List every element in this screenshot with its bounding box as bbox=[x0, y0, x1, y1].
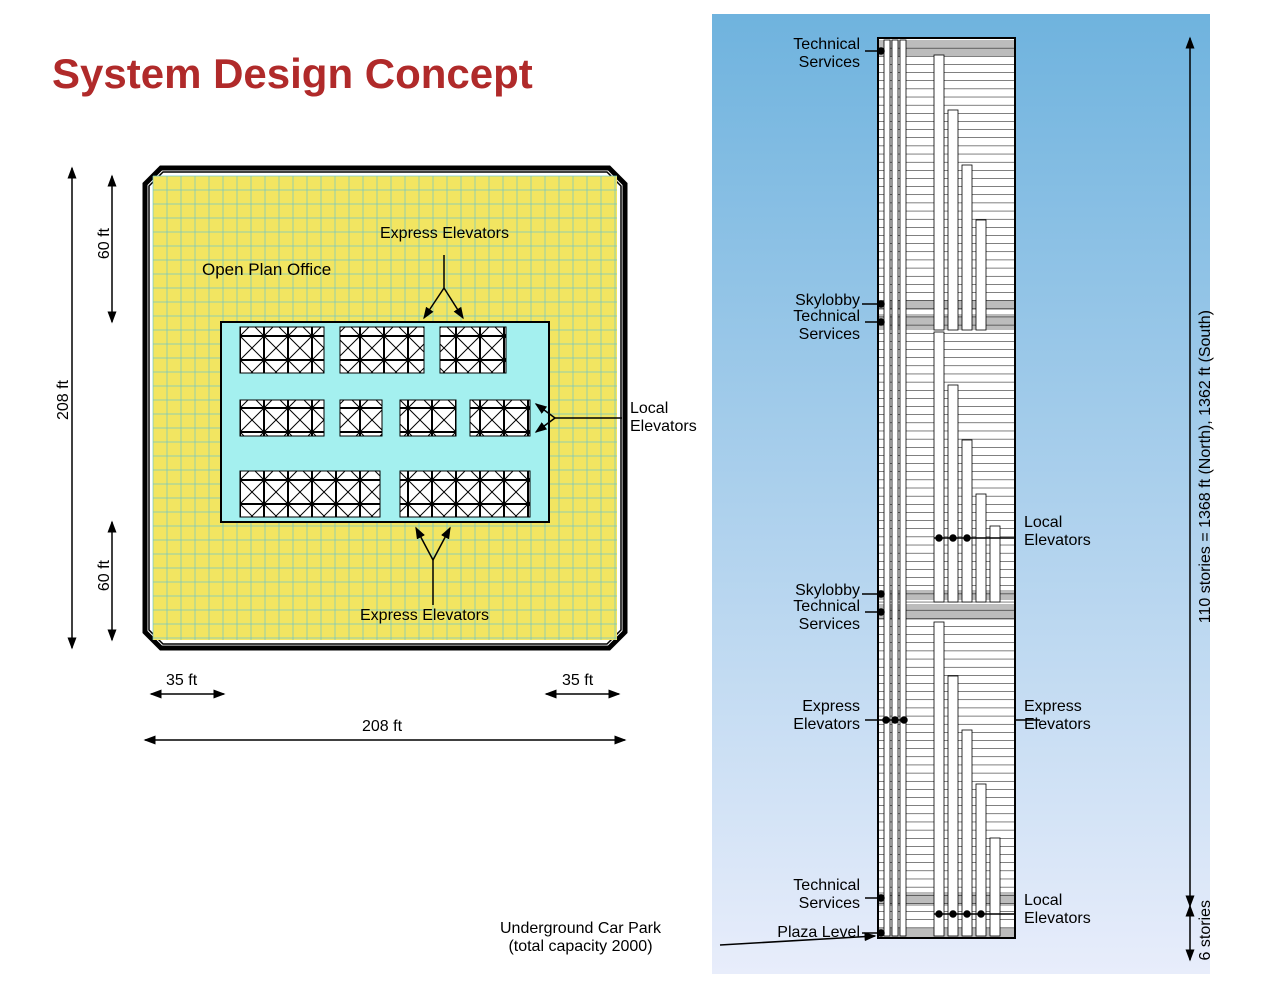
height-label: 110 stories = 1368 ft (North), 1362 ft (… bbox=[1197, 310, 1215, 623]
express-bottom-label: Express Elevators bbox=[360, 607, 489, 625]
car-park-label: Underground Car Park (total capacity 200… bbox=[500, 920, 661, 956]
dim-left-60b: 60 ft bbox=[96, 560, 114, 591]
car-park-line1: Underground Car Park bbox=[500, 920, 661, 938]
express-top-label: Express Elevators bbox=[380, 225, 509, 243]
elev-left-label: Plaza Level bbox=[720, 924, 860, 942]
dim-bottom-208: 208 ft bbox=[362, 718, 402, 736]
elev-left-label: Technical Services bbox=[720, 36, 860, 72]
car-park-line2: (total capacity 2000) bbox=[500, 938, 661, 956]
local-right-label: Local Elevators bbox=[630, 400, 697, 436]
elevation-svg bbox=[0, 0, 1266, 987]
dim-left-208: 208 ft bbox=[55, 380, 73, 420]
elev-left-label: Technical Services bbox=[720, 877, 860, 913]
dim-bottom-35b: 35 ft bbox=[562, 672, 593, 690]
basement-label: 6 stories bbox=[1197, 900, 1215, 960]
elev-left-label: Express Elevators bbox=[720, 698, 860, 734]
open-plan-label: Open Plan Office bbox=[202, 260, 331, 280]
floorplan-outline bbox=[0, 0, 1266, 987]
dim-left-60a: 60 ft bbox=[96, 228, 114, 259]
dim-bottom-35a: 35 ft bbox=[166, 672, 197, 690]
elev-right-label: Local Elevators bbox=[1024, 514, 1091, 550]
elev-right-label: Local Elevators bbox=[1024, 892, 1091, 928]
page-title: System Design Concept bbox=[52, 50, 533, 98]
elev-right-label: Express Elevators bbox=[1024, 698, 1091, 734]
elev-left-label: Technical Services bbox=[720, 308, 860, 344]
elev-left-label: Technical Services bbox=[720, 598, 860, 634]
